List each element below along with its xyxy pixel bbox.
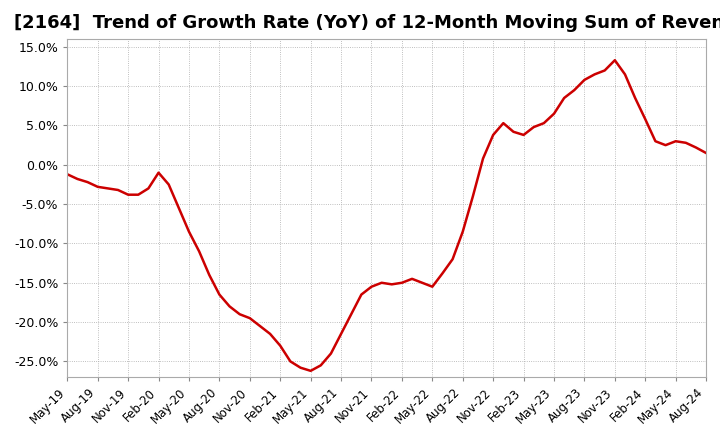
Title: [2164]  Trend of Growth Rate (YoY) of 12-Month Moving Sum of Revenues: [2164] Trend of Growth Rate (YoY) of 12-…: [14, 14, 720, 32]
